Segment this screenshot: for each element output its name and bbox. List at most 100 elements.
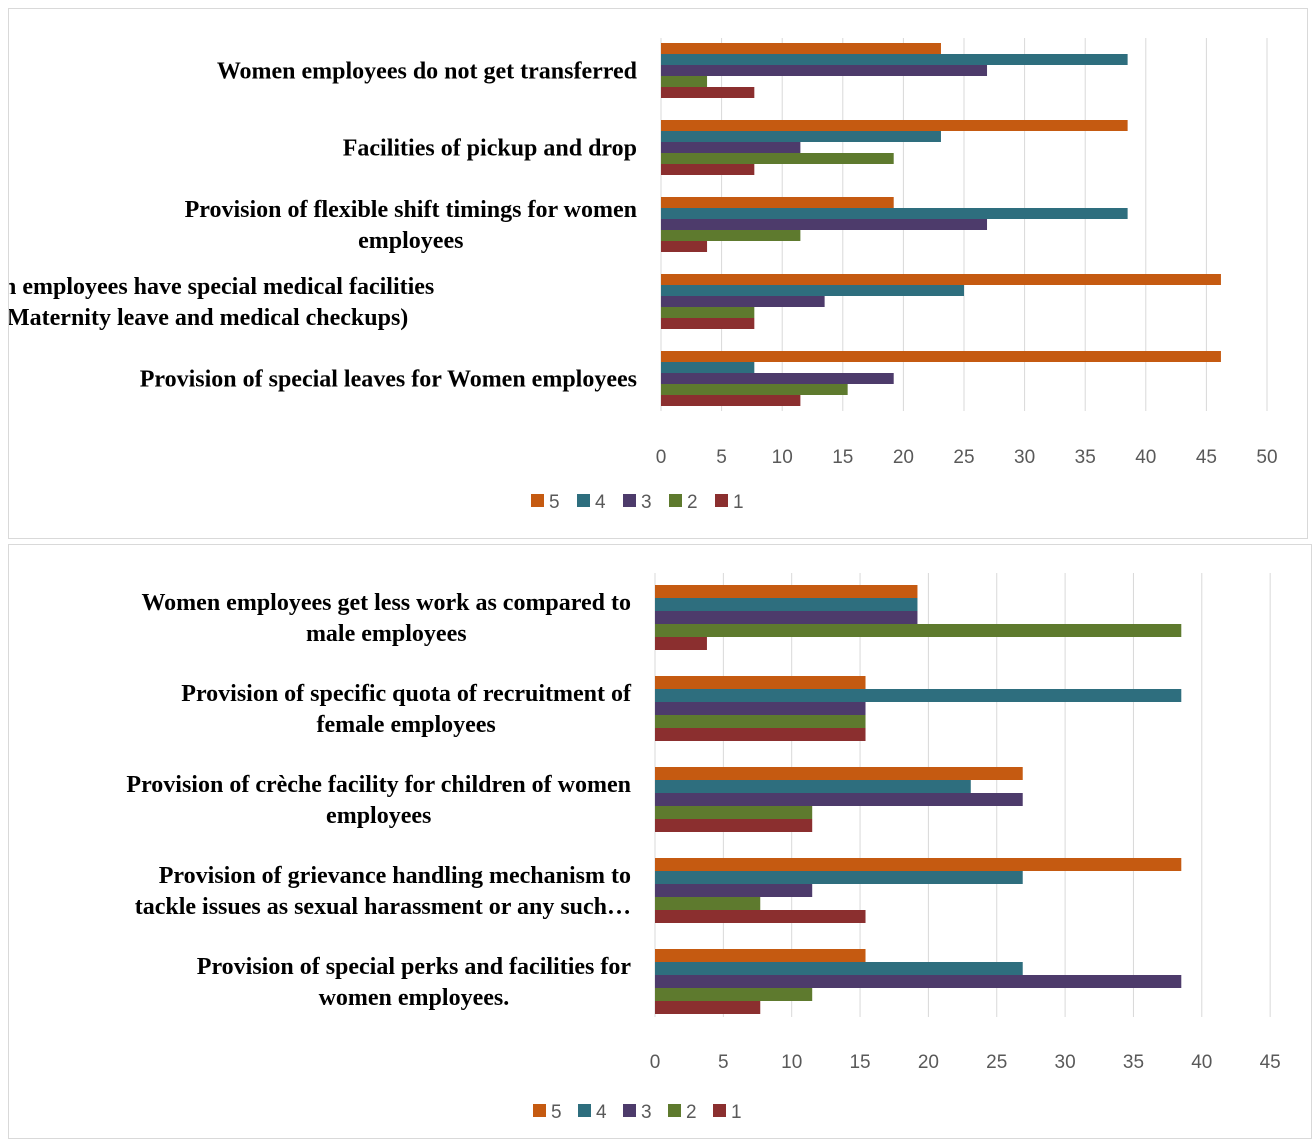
bar-series-3 xyxy=(655,702,866,715)
legend-swatch xyxy=(669,494,682,507)
bar-series-1 xyxy=(661,241,708,252)
bar-series-2 xyxy=(661,153,894,164)
legend-swatch xyxy=(577,494,590,507)
bar-series-2 xyxy=(661,76,708,87)
bar-series-5 xyxy=(661,43,941,54)
legend-label: 2 xyxy=(686,1102,697,1123)
bar-series-2 xyxy=(661,384,848,395)
bar-series-4 xyxy=(655,780,971,793)
bar-series-2 xyxy=(655,806,813,819)
bar-series-4 xyxy=(661,54,1128,65)
legend-label: 4 xyxy=(595,492,606,513)
bar-series-5 xyxy=(661,197,894,208)
bar-series-4 xyxy=(655,689,1182,702)
bar-series-1 xyxy=(655,1001,761,1014)
legend-swatch xyxy=(533,1104,546,1117)
x-tick-label: 15 xyxy=(832,447,853,468)
x-tick-label: 40 xyxy=(1191,1052,1212,1073)
category-label: Provision of flexible shift timings for … xyxy=(185,197,637,223)
bar-series-4 xyxy=(661,362,755,373)
bar-series-2 xyxy=(655,988,813,1001)
x-tick-label: 25 xyxy=(953,447,974,468)
category-label: Provision of special perks and facilitie… xyxy=(197,954,632,980)
legend-swatch xyxy=(623,494,636,507)
x-tick-label: 0 xyxy=(650,1052,661,1073)
bar-series-1 xyxy=(655,910,866,923)
x-tick-label: 45 xyxy=(1260,1052,1281,1073)
x-tick-label: 25 xyxy=(986,1052,1007,1073)
bar-series-5 xyxy=(661,351,1221,362)
chart-panel-1: 0 5 10 15 20 25 30 35 40 45 50 Women employees do n… xyxy=(8,8,1308,539)
legend-label: 4 xyxy=(596,1102,607,1123)
legend-label: 1 xyxy=(731,1102,742,1123)
category-label: Women employees do not get transferred xyxy=(217,59,638,85)
category-label: employees xyxy=(358,228,463,254)
category-label: Facilities of pickup and drop xyxy=(343,136,637,162)
bar-series-5 xyxy=(655,767,1023,780)
legend-swatch xyxy=(715,494,728,507)
bar-series-1 xyxy=(661,87,755,98)
category-label: Provision of special leaves for Women em… xyxy=(140,367,637,393)
bar-series-4 xyxy=(655,962,1023,975)
bar-series-4 xyxy=(661,285,964,296)
x-tick-label: 0 xyxy=(656,447,667,468)
category-label: n employees have special medical facilit… xyxy=(9,274,434,300)
bar-series-5 xyxy=(661,274,1221,285)
bar-series-3 xyxy=(655,975,1182,988)
bar-series-3 xyxy=(661,142,801,153)
bar-series-3 xyxy=(661,373,894,384)
bar-series-1 xyxy=(655,819,813,832)
legend-label: 5 xyxy=(549,492,560,513)
x-tick-label: 5 xyxy=(718,1052,729,1073)
bar-series-1 xyxy=(661,164,755,175)
x-tick-label: 40 xyxy=(1135,447,1156,468)
x-tick-label: 30 xyxy=(1014,447,1035,468)
category-label: women employees. xyxy=(319,985,510,1011)
legend-swatch xyxy=(578,1104,591,1117)
bar-series-2 xyxy=(655,624,1182,637)
category-label: Provision of crèche facility for childre… xyxy=(126,772,631,798)
bar-series-5 xyxy=(655,949,866,962)
category-label: male employees xyxy=(306,621,467,647)
category-label: Women employees get less work as compare… xyxy=(142,590,632,616)
bar-series-3 xyxy=(661,219,988,230)
bar-series-3 xyxy=(661,296,825,307)
legend-swatch xyxy=(668,1104,681,1117)
legend-label: 1 xyxy=(733,492,744,513)
bar-series-4 xyxy=(655,871,1023,884)
x-tick-label: 20 xyxy=(893,447,914,468)
x-tick-label: 50 xyxy=(1256,447,1277,468)
x-tick-label: 10 xyxy=(781,1052,802,1073)
x-tick-label: 10 xyxy=(772,447,793,468)
category-label: female employees xyxy=(317,712,496,738)
legend-label: 3 xyxy=(641,492,652,513)
bar-series-4 xyxy=(661,131,941,142)
bar-series-2 xyxy=(661,230,801,241)
bar-series-1 xyxy=(661,395,801,406)
legend-label: 2 xyxy=(687,492,698,513)
category-label: Provision of specific quota of recruitme… xyxy=(181,681,632,707)
bar-series-3 xyxy=(655,611,918,624)
bar-series-4 xyxy=(655,598,918,611)
legend-label: 3 xyxy=(641,1102,652,1123)
x-tick-label: 30 xyxy=(1055,1052,1076,1073)
legend-swatch xyxy=(531,494,544,507)
category-label: tackle issues as sexual harassment or an… xyxy=(135,894,631,920)
bar-series-3 xyxy=(655,793,1023,806)
legend-label: 5 xyxy=(551,1102,562,1123)
bar-series-1 xyxy=(661,318,755,329)
bar-series-5 xyxy=(661,120,1128,131)
x-tick-label: 20 xyxy=(918,1052,939,1073)
x-tick-label: 45 xyxy=(1196,447,1217,468)
category-label: Provision of grievance handling mechanis… xyxy=(159,863,631,889)
bar-series-4 xyxy=(661,208,1128,219)
bar-series-2 xyxy=(655,897,761,910)
x-tick-label: 5 xyxy=(716,447,727,468)
chart-panel-2: 0 5 10 15 20 25 30 35 40 45 Women employees get le… xyxy=(8,544,1312,1139)
legend-swatch xyxy=(623,1104,636,1117)
bar-series-1 xyxy=(655,728,866,741)
bar-series-3 xyxy=(661,65,988,76)
bar-series-5 xyxy=(655,585,918,598)
